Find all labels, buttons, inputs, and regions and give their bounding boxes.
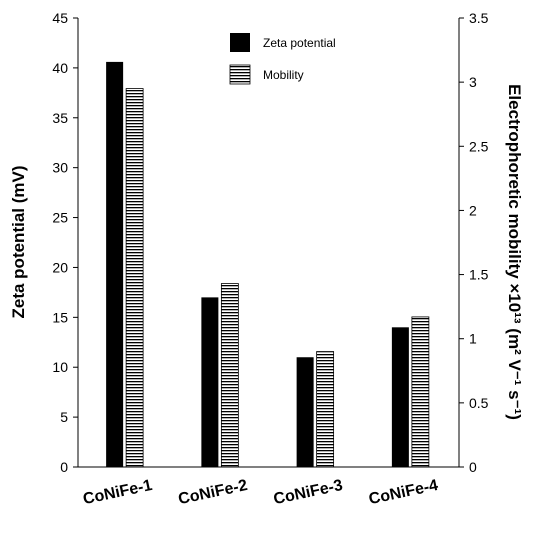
- y-axis-title-right: Electrophoretic mobility ×10¹³ (m² V⁻¹ s…: [505, 84, 524, 420]
- left-tick-label: 20: [52, 259, 68, 275]
- left-tick-label: 15: [52, 309, 68, 325]
- bar-zeta-4: [391, 327, 409, 467]
- legend-swatch-zeta: [230, 33, 250, 52]
- bar-zeta-1: [106, 61, 124, 467]
- right-tick-label: 0.5: [469, 395, 489, 411]
- right-tick-labels: 0 0.5 1 1.5 2 2.5 3 3.5: [459, 10, 489, 475]
- right-tick-label: 1.5: [469, 267, 489, 283]
- right-tick-label: 2.5: [469, 138, 489, 154]
- bar-mobility-4: [411, 316, 430, 468]
- left-tick-label: 45: [52, 10, 68, 26]
- category-label: CoNiFe-2: [177, 477, 249, 508]
- category-labels: CoNiFe-1 CoNiFe-2 CoNiFe-3 CoNiFe-4: [82, 477, 440, 508]
- left-tick-label: 5: [60, 409, 68, 425]
- left-tick-label: 10: [52, 359, 68, 375]
- legend-label-zeta: Zeta potential: [263, 36, 336, 50]
- legend-label-mobility: Mobility: [263, 68, 304, 82]
- category-label: CoNiFe-3: [272, 477, 344, 508]
- bar-zeta-3: [296, 357, 314, 467]
- left-tick-label: 25: [52, 210, 68, 226]
- bar-zeta-2: [201, 297, 219, 467]
- left-tick-label: 35: [52, 110, 68, 126]
- bars: [106, 61, 430, 468]
- right-tick-label: 0: [469, 459, 477, 475]
- category-label: CoNiFe-1: [82, 477, 154, 508]
- category-label: CoNiFe-4: [367, 477, 439, 508]
- left-tick-label: 0: [60, 459, 68, 475]
- y-axis-title-left: Zeta potential (mV): [9, 165, 28, 318]
- bar-mobility-3: [316, 351, 335, 468]
- left-tick-label: 30: [52, 160, 68, 176]
- right-tick-label: 2: [469, 202, 477, 218]
- legend-swatch-mobility: [229, 64, 251, 85]
- right-tick-label: 3.5: [469, 10, 489, 26]
- bar-mobility-1: [125, 88, 144, 468]
- right-tick-label: 3: [469, 74, 477, 90]
- legend: Zeta potential Mobility: [229, 33, 336, 85]
- left-tick-label: 40: [52, 60, 68, 76]
- bar-mobility-2: [220, 283, 239, 468]
- left-tick-labels: 0 5 10 15 20 25 30 35 40 45: [52, 10, 78, 475]
- right-tick-label: 1: [469, 331, 477, 347]
